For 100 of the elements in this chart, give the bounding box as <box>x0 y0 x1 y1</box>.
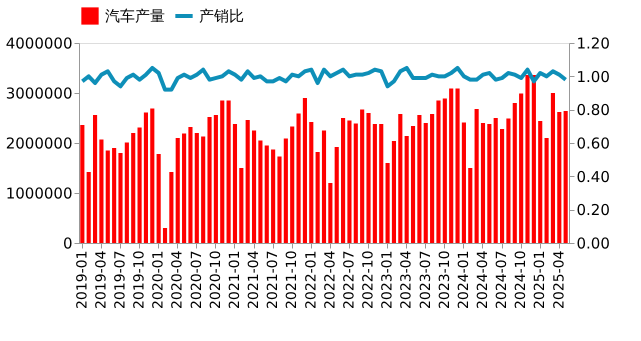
bar <box>334 147 339 243</box>
bar <box>124 142 129 243</box>
bar <box>194 133 199 243</box>
bar <box>207 117 212 243</box>
y2-tick-label: 0.60 <box>576 134 610 152</box>
bar <box>156 154 161 243</box>
bar <box>258 140 262 243</box>
bar <box>239 168 244 243</box>
bar <box>500 129 504 243</box>
bar <box>404 136 409 243</box>
bar <box>80 125 84 243</box>
bar <box>538 121 542 243</box>
y-tick-label: 3000000 <box>6 84 72 102</box>
bar <box>169 172 174 243</box>
bar <box>347 120 352 243</box>
bar <box>410 126 416 243</box>
bar <box>379 124 384 243</box>
bar <box>372 124 377 243</box>
y2-tick-label: 1.00 <box>576 68 610 86</box>
bar <box>112 148 116 243</box>
bar <box>162 228 168 243</box>
legend-label: 汽车产量 <box>105 7 165 25</box>
bar <box>525 75 530 243</box>
bar <box>506 118 510 243</box>
x-tick-label: 2025-01 <box>532 250 548 309</box>
x-tick-label: 2023-10 <box>436 250 453 309</box>
x-tick-label: 2021-10 <box>284 250 300 309</box>
bar <box>366 113 371 243</box>
bar <box>322 130 326 243</box>
x-tick-label: 2023-04 <box>398 250 415 309</box>
x-tick-label: 2021-01 <box>226 250 243 309</box>
x-tick-label: 2021-07 <box>265 250 282 309</box>
bar <box>512 103 517 243</box>
bar <box>176 138 180 243</box>
x-tick-label: 2019-01 <box>74 250 90 309</box>
y-tick-label: 4000000 <box>6 34 72 52</box>
bar <box>86 172 91 243</box>
bar <box>131 133 136 243</box>
bar <box>118 153 123 243</box>
bar <box>106 150 110 243</box>
x-tick-label: 2020-07 <box>188 250 205 309</box>
x-tick-label: 2022-07 <box>341 250 358 309</box>
bar <box>232 124 238 243</box>
bar <box>214 115 218 243</box>
x-tick-label: 2020-01 <box>150 250 167 309</box>
x-tick-label: 2020-10 <box>208 250 224 309</box>
x-tick-label: 2022-01 <box>303 250 320 309</box>
bar <box>302 98 307 243</box>
bar <box>150 108 154 243</box>
bar <box>328 183 332 243</box>
line-series <box>80 66 568 92</box>
y-tick-label: 2000000 <box>6 134 72 152</box>
bar <box>290 126 294 243</box>
x-tick-label: 2022-04 <box>322 250 338 309</box>
x-tick-label: 2024-07 <box>494 250 510 309</box>
x-tick-label: 2024-10 <box>513 250 530 309</box>
bar <box>564 111 568 243</box>
bar <box>480 123 486 243</box>
x-tick-label: 2025-04 <box>551 250 568 309</box>
bar <box>449 88 454 243</box>
bar <box>226 100 231 243</box>
bar <box>284 138 288 243</box>
bar <box>532 75 536 243</box>
bar <box>277 156 282 243</box>
x-tick-label: 2019-04 <box>93 250 110 309</box>
bar <box>252 130 256 243</box>
bar <box>436 100 441 243</box>
bar <box>468 168 472 243</box>
bar <box>182 134 186 243</box>
bar <box>246 120 250 243</box>
bar <box>201 136 206 243</box>
bar <box>474 109 479 243</box>
x-tick-label: 2021-04 <box>246 250 262 309</box>
bar <box>442 98 447 243</box>
bar <box>220 100 224 243</box>
bar <box>264 146 269 243</box>
bar <box>424 123 428 243</box>
x-tick-label: 2022-10 <box>360 250 377 309</box>
bar <box>494 118 498 243</box>
bar <box>316 152 320 243</box>
x-tick-label: 2019-10 <box>132 250 148 309</box>
y2-tick-label: 0.80 <box>576 101 610 120</box>
bar <box>92 115 98 243</box>
x-tick-label: 2023-01 <box>380 250 396 309</box>
bar <box>341 118 346 243</box>
y2-tick-label: 0.00 <box>576 234 610 252</box>
bar <box>309 122 314 243</box>
bar <box>519 94 524 243</box>
bar <box>188 127 193 243</box>
bar <box>557 112 562 243</box>
bar <box>398 114 402 243</box>
bar <box>392 141 396 243</box>
bar <box>296 114 301 243</box>
y2-tick-label: 0.20 <box>576 201 610 220</box>
bar <box>417 115 422 243</box>
x-tick-label: 2019-07 <box>112 250 128 309</box>
y-tick-label: 1000000 <box>6 184 72 202</box>
bar <box>487 124 492 243</box>
y-tick-label: 0 <box>62 234 72 252</box>
bar <box>462 122 466 243</box>
